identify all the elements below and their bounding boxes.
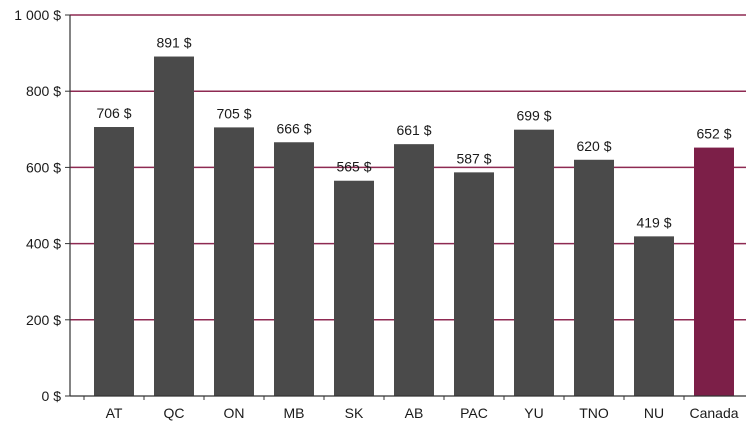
bar-qc <box>154 56 194 397</box>
bar-canada <box>694 147 734 396</box>
x-tick-label: ON <box>224 405 245 421</box>
x-tick-label: TNO <box>579 405 609 421</box>
value-label: 419 $ <box>636 214 671 230</box>
x-tick-label: Canada <box>689 405 738 421</box>
bar-mb <box>274 142 314 396</box>
x-tick-label: MB <box>284 405 305 421</box>
x-tick-label: QC <box>164 405 185 421</box>
bar-tno <box>574 159 614 396</box>
y-tick-label: 200 $ <box>26 312 61 328</box>
bar-at <box>94 127 134 396</box>
value-label: 661 $ <box>396 122 431 138</box>
x-tick-label: YU <box>524 405 543 421</box>
value-label: 652 $ <box>696 126 731 142</box>
bar-sk <box>334 180 374 396</box>
bar-nu <box>634 236 674 396</box>
axes <box>65 14 746 400</box>
value-label: 620 $ <box>576 138 611 154</box>
x-tick-label: PAC <box>460 405 488 421</box>
value-label: 666 $ <box>276 120 311 136</box>
y-tick-label: 600 $ <box>26 159 61 175</box>
value-label: 565 $ <box>336 159 371 175</box>
y-tick-label: 1 000 $ <box>14 7 61 23</box>
value-label: 587 $ <box>456 150 491 166</box>
y-tick-label: 0 $ <box>42 388 62 404</box>
value-label: 699 $ <box>516 108 551 124</box>
bar-pac <box>454 172 494 396</box>
x-tick-label: AB <box>405 405 424 421</box>
x-tick-label: AT <box>106 405 123 421</box>
x-tick-label: SK <box>345 405 364 421</box>
x-tick-label: NU <box>644 405 664 421</box>
value-label: 705 $ <box>216 105 251 121</box>
bar-yu <box>514 129 554 396</box>
value-label: 891 $ <box>156 35 191 51</box>
y-tick-label: 800 $ <box>26 83 61 99</box>
bars <box>94 56 734 397</box>
bar-on <box>214 127 254 397</box>
labels: 0 $ 200 $ 400 $ 600 $ 800 $ 1 000 $ 706 $ AT 891… <box>14 7 738 421</box>
value-label: 706 $ <box>96 105 131 121</box>
y-tick-label: 400 $ <box>26 236 61 252</box>
bar-ab <box>394 144 434 396</box>
